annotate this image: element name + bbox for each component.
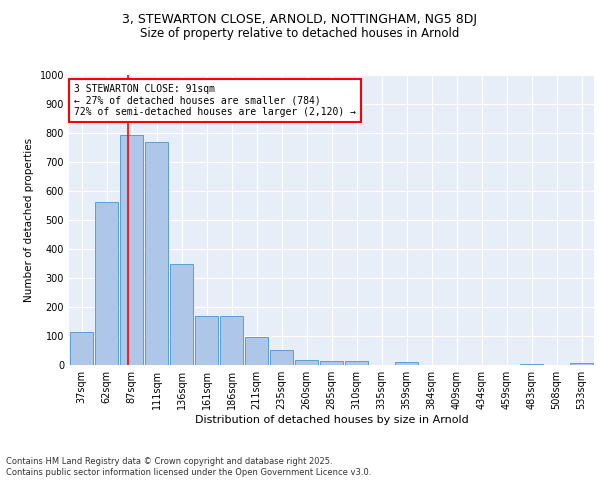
Text: Contains HM Land Registry data © Crown copyright and database right 2025.
Contai: Contains HM Land Registry data © Crown c… xyxy=(6,458,371,477)
Bar xyxy=(295,360,319,365)
Text: 3, STEWARTON CLOSE, ARNOLD, NOTTINGHAM, NG5 8DJ: 3, STEWARTON CLOSE, ARNOLD, NOTTINGHAM, … xyxy=(122,12,478,26)
Text: 3 STEWARTON CLOSE: 91sqm
← 27% of detached houses are smaller (784)
72% of semi-: 3 STEWARTON CLOSE: 91sqm ← 27% of detach… xyxy=(74,84,356,117)
Bar xyxy=(194,316,218,365)
Bar xyxy=(245,337,268,365)
Bar xyxy=(170,264,193,365)
Bar xyxy=(220,316,244,365)
Bar xyxy=(95,202,118,365)
Bar xyxy=(520,364,544,365)
Bar xyxy=(145,142,169,365)
Bar xyxy=(320,361,343,365)
Bar xyxy=(569,362,593,365)
Y-axis label: Number of detached properties: Number of detached properties xyxy=(24,138,34,302)
Bar xyxy=(395,362,418,365)
Bar xyxy=(119,135,143,365)
X-axis label: Distribution of detached houses by size in Arnold: Distribution of detached houses by size … xyxy=(194,415,469,425)
Text: Size of property relative to detached houses in Arnold: Size of property relative to detached ho… xyxy=(140,28,460,40)
Bar xyxy=(70,332,94,365)
Bar xyxy=(269,350,293,365)
Bar xyxy=(344,361,368,365)
